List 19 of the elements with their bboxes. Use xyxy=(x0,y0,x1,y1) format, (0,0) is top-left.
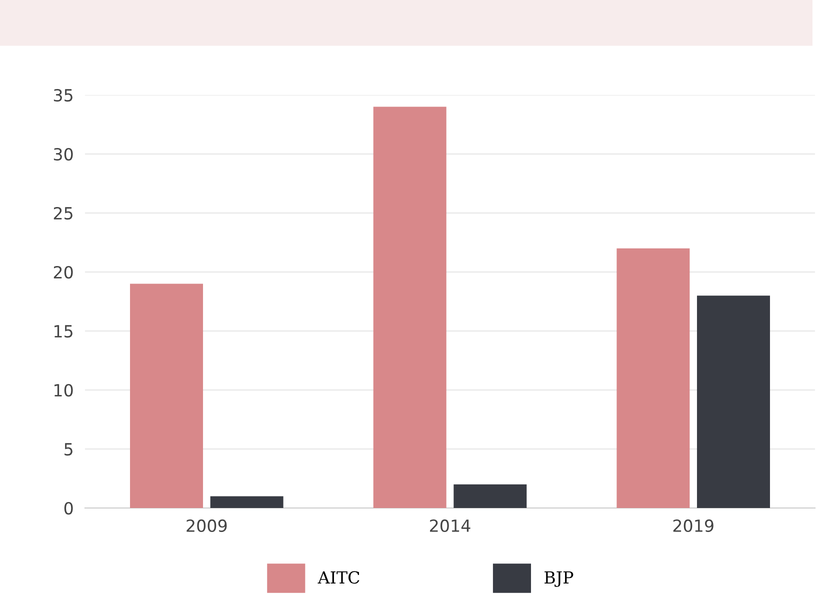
bar xyxy=(454,484,527,508)
y-tick-label: 25 xyxy=(54,206,72,220)
x-tick-label: 2009 xyxy=(186,519,227,532)
bar xyxy=(373,106,446,508)
bar xyxy=(130,284,204,508)
bar xyxy=(210,496,284,508)
y-tick-label: 15 xyxy=(54,325,72,338)
y-tick-label: 20 xyxy=(54,266,73,279)
y-tick-label: 0 xyxy=(64,502,73,515)
y-tick-label: 35 xyxy=(54,88,72,102)
y-tick-label: 10 xyxy=(54,384,73,397)
bar xyxy=(696,296,770,508)
y-tick-label: 5 xyxy=(64,443,72,456)
legend-label: BJP xyxy=(544,571,574,587)
x-tick-label: 2019 xyxy=(673,519,714,532)
y-tick-label: 30 xyxy=(54,148,73,161)
bar xyxy=(616,248,690,508)
x-tick-label: 2014 xyxy=(430,519,470,532)
legend-label: AITC xyxy=(318,571,360,584)
